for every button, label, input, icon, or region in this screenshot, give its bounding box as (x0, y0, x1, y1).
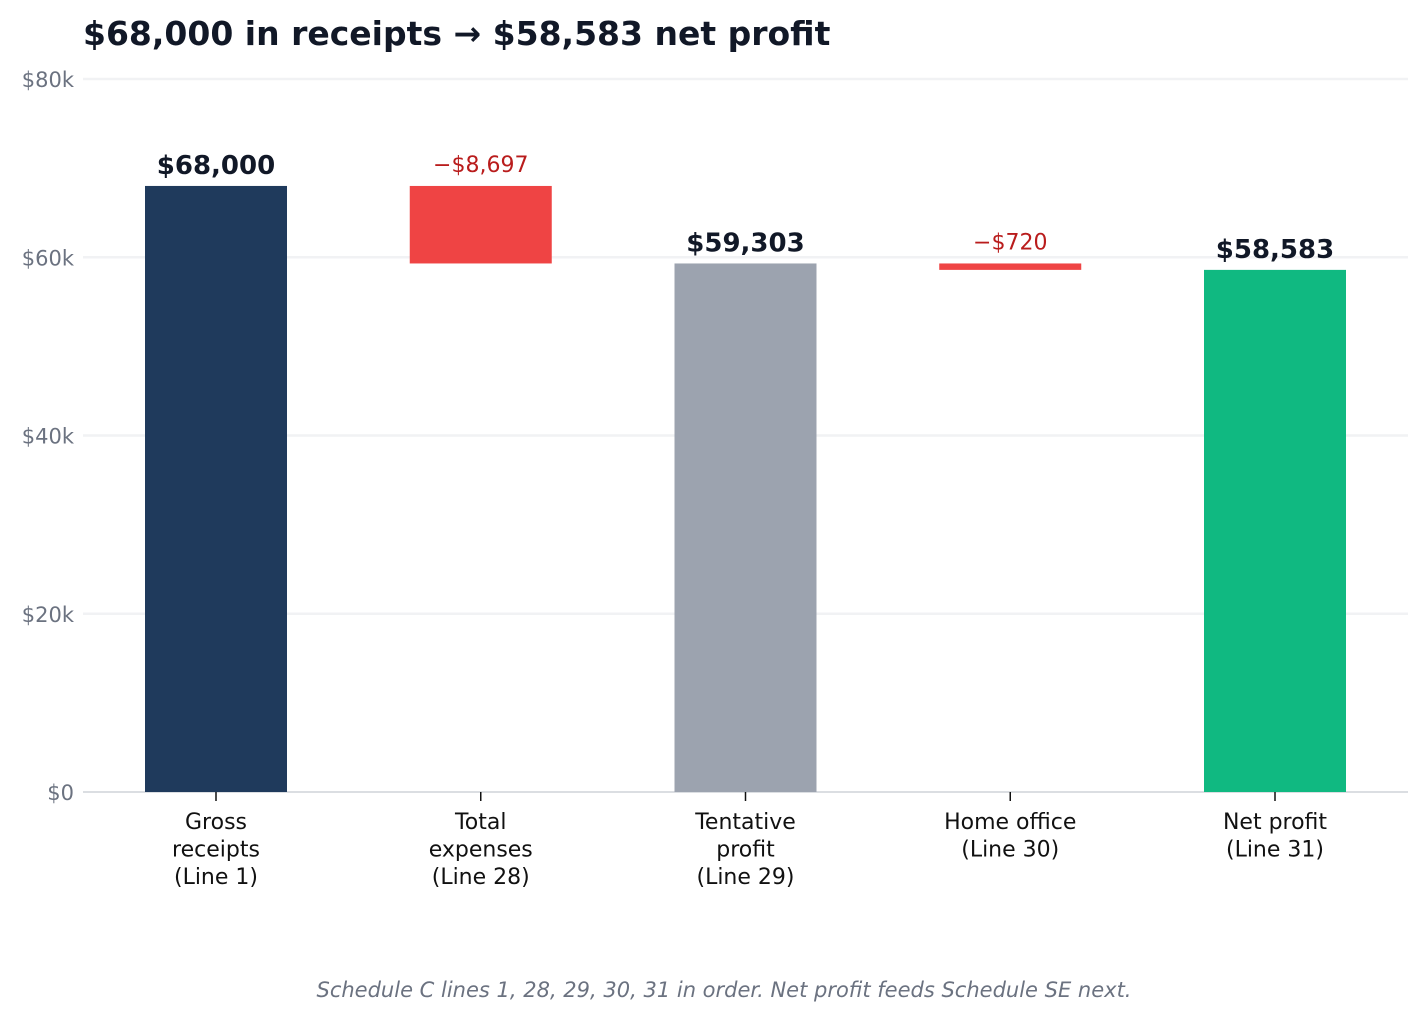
y-tick-label: $80k (22, 68, 75, 92)
x-tick-label: Net profit (1223, 810, 1327, 835)
x-tick-label: Tentative (694, 810, 796, 835)
x-tick-label: expenses (429, 838, 533, 863)
chart-title: $68,000 in receipts → $58,583 net profit (83, 14, 831, 53)
x-tick-label: (Line 29) (696, 865, 794, 890)
bar-value-label: $58,583 (1216, 235, 1334, 265)
bar-decrease (939, 263, 1082, 270)
y-tick-label: $60k (22, 246, 75, 270)
bar-labels: $68,000 −$8,697 $59,303 −$720 $58,583 (157, 151, 1334, 265)
y-axis: $0 $20k $40k $60k $80k (22, 68, 1408, 805)
x-tick-label: receipts (172, 838, 260, 863)
x-tick-label: profit (716, 838, 775, 863)
bar-total (1204, 269, 1346, 792)
x-tick-label: Total (454, 810, 506, 835)
y-tick-label: $40k (22, 425, 75, 449)
x-tick-label: (Line 28) (432, 865, 530, 890)
bar-value-label: $68,000 (157, 151, 275, 181)
y-tick-label: $0 (47, 781, 74, 805)
x-tick-label: Gross (185, 810, 247, 835)
y-tick-label: $20k (22, 603, 75, 627)
x-tick-label: (Line 1) (174, 865, 258, 890)
bar-total (674, 263, 817, 792)
x-tick-label: (Line 31) (1226, 838, 1324, 863)
bar-value-label: −$8,697 (433, 153, 528, 178)
x-tick-label: (Line 30) (961, 838, 1059, 863)
bar-value-label: −$720 (973, 230, 1047, 255)
x-tick-label: Home office (944, 810, 1076, 835)
chart-caption: Schedule C lines 1, 28, 29, 30, 31 in or… (317, 978, 1132, 1002)
bar-total (145, 185, 287, 792)
bar-decrease (409, 185, 552, 264)
bars (145, 185, 1346, 792)
bar-value-label: $59,303 (686, 228, 804, 258)
